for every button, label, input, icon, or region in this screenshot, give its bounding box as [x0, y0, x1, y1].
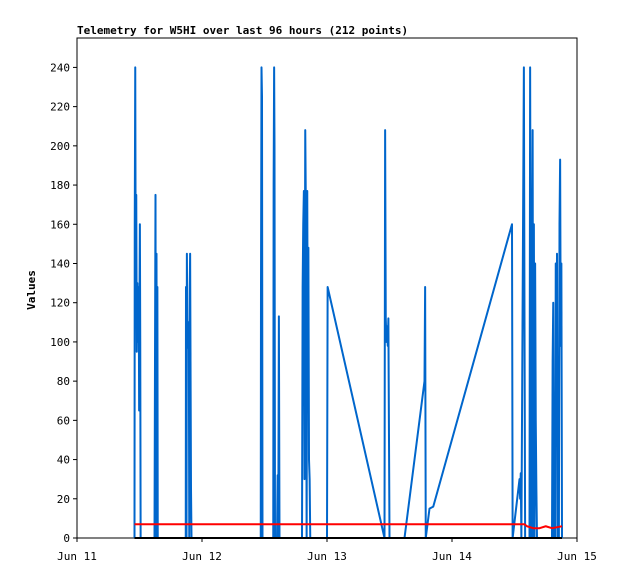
y-tick-label: 20	[57, 493, 70, 506]
y-tick-label: 160	[50, 218, 70, 231]
x-tick-label: Jun 13	[307, 550, 347, 563]
series-layer	[133, 66, 563, 539]
y-tick-label: 60	[57, 414, 70, 427]
y-tick-label: 240	[50, 61, 70, 74]
x-tick-label: Jun 11	[57, 550, 97, 563]
y-tick-label: 140	[50, 257, 70, 270]
x-tick-label: Jun 15	[557, 550, 597, 563]
y-axis-label: Values	[25, 270, 38, 310]
y-tick-label: 0	[63, 532, 70, 545]
chart-title: Telemetry for W5HI over last 96 hours (2…	[77, 24, 408, 37]
y-tick-label: 80	[57, 375, 70, 388]
y-tick-label: 180	[50, 179, 70, 192]
x-tick-label: Jun 14	[432, 550, 472, 563]
series-line-0	[133, 66, 563, 539]
y-tick-label: 200	[50, 140, 70, 153]
y-tick-label: 40	[57, 454, 70, 467]
y-axis-ticks: 0 20 40 60 80 100 120 140 160 180 200 220 240	[50, 61, 77, 545]
y-tick-label: 120	[50, 297, 70, 310]
y-tick-label: 100	[50, 336, 70, 349]
series-line-1	[134, 523, 563, 530]
x-axis-ticks: Jun 11 Jun 12 Jun 13 Jun 14 Jun 15	[57, 538, 597, 563]
x-tick-label: Jun 12	[182, 550, 222, 563]
y-tick-label: 220	[50, 101, 70, 114]
